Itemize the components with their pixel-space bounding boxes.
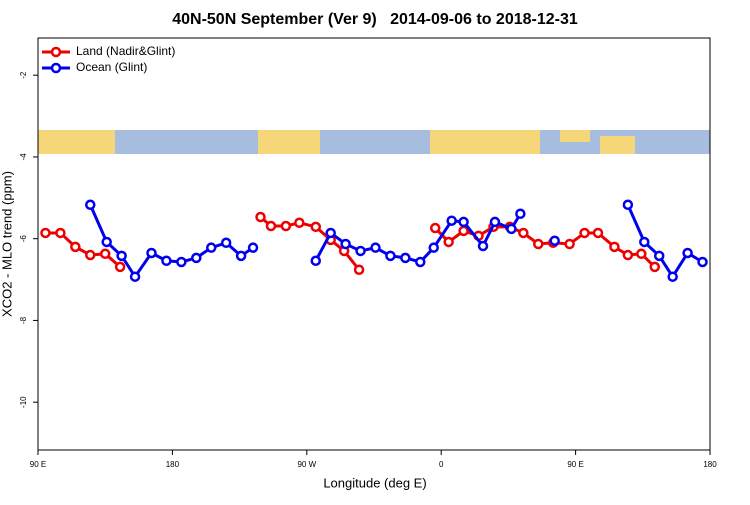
x-tick-label: 180 — [703, 460, 717, 469]
x-tick-label: 90 W — [297, 460, 316, 469]
point — [191, 252, 202, 264]
point — [428, 242, 439, 253]
legend-label: Ocean (Glint) — [76, 60, 147, 74]
point — [639, 236, 650, 248]
point — [235, 250, 247, 262]
point — [477, 240, 489, 252]
point — [622, 199, 634, 211]
point — [116, 250, 127, 262]
x-tick-label: 90 E — [567, 460, 583, 469]
point — [609, 241, 620, 253]
point — [592, 227, 604, 239]
point — [129, 271, 141, 282]
y-tick-label: -6 — [19, 235, 28, 243]
chart-title: 40N-50N September (Ver 9) 2014-09-06 to … — [172, 11, 578, 28]
point — [340, 238, 351, 250]
point — [280, 220, 292, 232]
y-tick-label: -2 — [19, 71, 28, 79]
plot-frame — [37, 37, 711, 451]
point — [506, 223, 517, 235]
x-tick-label: 0 — [439, 460, 444, 469]
point — [653, 250, 665, 262]
point — [114, 261, 126, 273]
point — [85, 199, 96, 211]
point — [458, 225, 469, 237]
point — [310, 255, 322, 267]
point — [415, 256, 426, 268]
point — [161, 255, 172, 267]
y-axis-label: XCO2 - MLO trend (ppm) — [0, 171, 14, 317]
x-tick-label: 180 — [166, 460, 180, 469]
point — [649, 261, 660, 273]
x-tick-label: 90 E — [30, 460, 46, 469]
point — [682, 247, 693, 259]
point — [636, 248, 647, 260]
y-tick-label: -8 — [19, 316, 28, 324]
point — [325, 227, 336, 239]
point — [294, 217, 305, 228]
y-tick-label: -10 — [19, 396, 28, 408]
point — [265, 220, 277, 232]
point — [564, 238, 575, 250]
point — [533, 238, 544, 250]
point — [458, 216, 469, 228]
point — [697, 256, 708, 268]
map-strip — [38, 130, 710, 154]
point — [446, 215, 457, 226]
point — [247, 242, 259, 253]
point — [205, 242, 217, 253]
point — [515, 208, 526, 220]
point — [310, 221, 322, 233]
point — [579, 227, 590, 239]
point — [85, 249, 96, 261]
point — [146, 247, 157, 259]
point — [70, 241, 81, 253]
point — [443, 236, 454, 248]
point — [353, 264, 365, 275]
point — [101, 236, 112, 248]
point — [355, 245, 366, 257]
point — [99, 248, 111, 260]
point — [429, 222, 441, 234]
point — [370, 242, 381, 253]
point — [220, 237, 232, 249]
point — [255, 211, 266, 223]
x-axis-label: Longitude (deg E) — [323, 475, 426, 490]
point — [489, 216, 501, 228]
point — [622, 249, 634, 261]
point — [176, 256, 187, 268]
point — [385, 250, 396, 262]
legend-label: Land (Nadir&Glint) — [76, 44, 175, 58]
y-tick-label: -4 — [19, 153, 28, 161]
legend-marker — [50, 46, 62, 58]
point — [55, 227, 66, 239]
point — [400, 252, 411, 264]
point — [40, 227, 51, 239]
point — [518, 227, 529, 239]
legend-marker — [50, 62, 62, 74]
point — [549, 235, 560, 246]
point — [667, 271, 678, 282]
